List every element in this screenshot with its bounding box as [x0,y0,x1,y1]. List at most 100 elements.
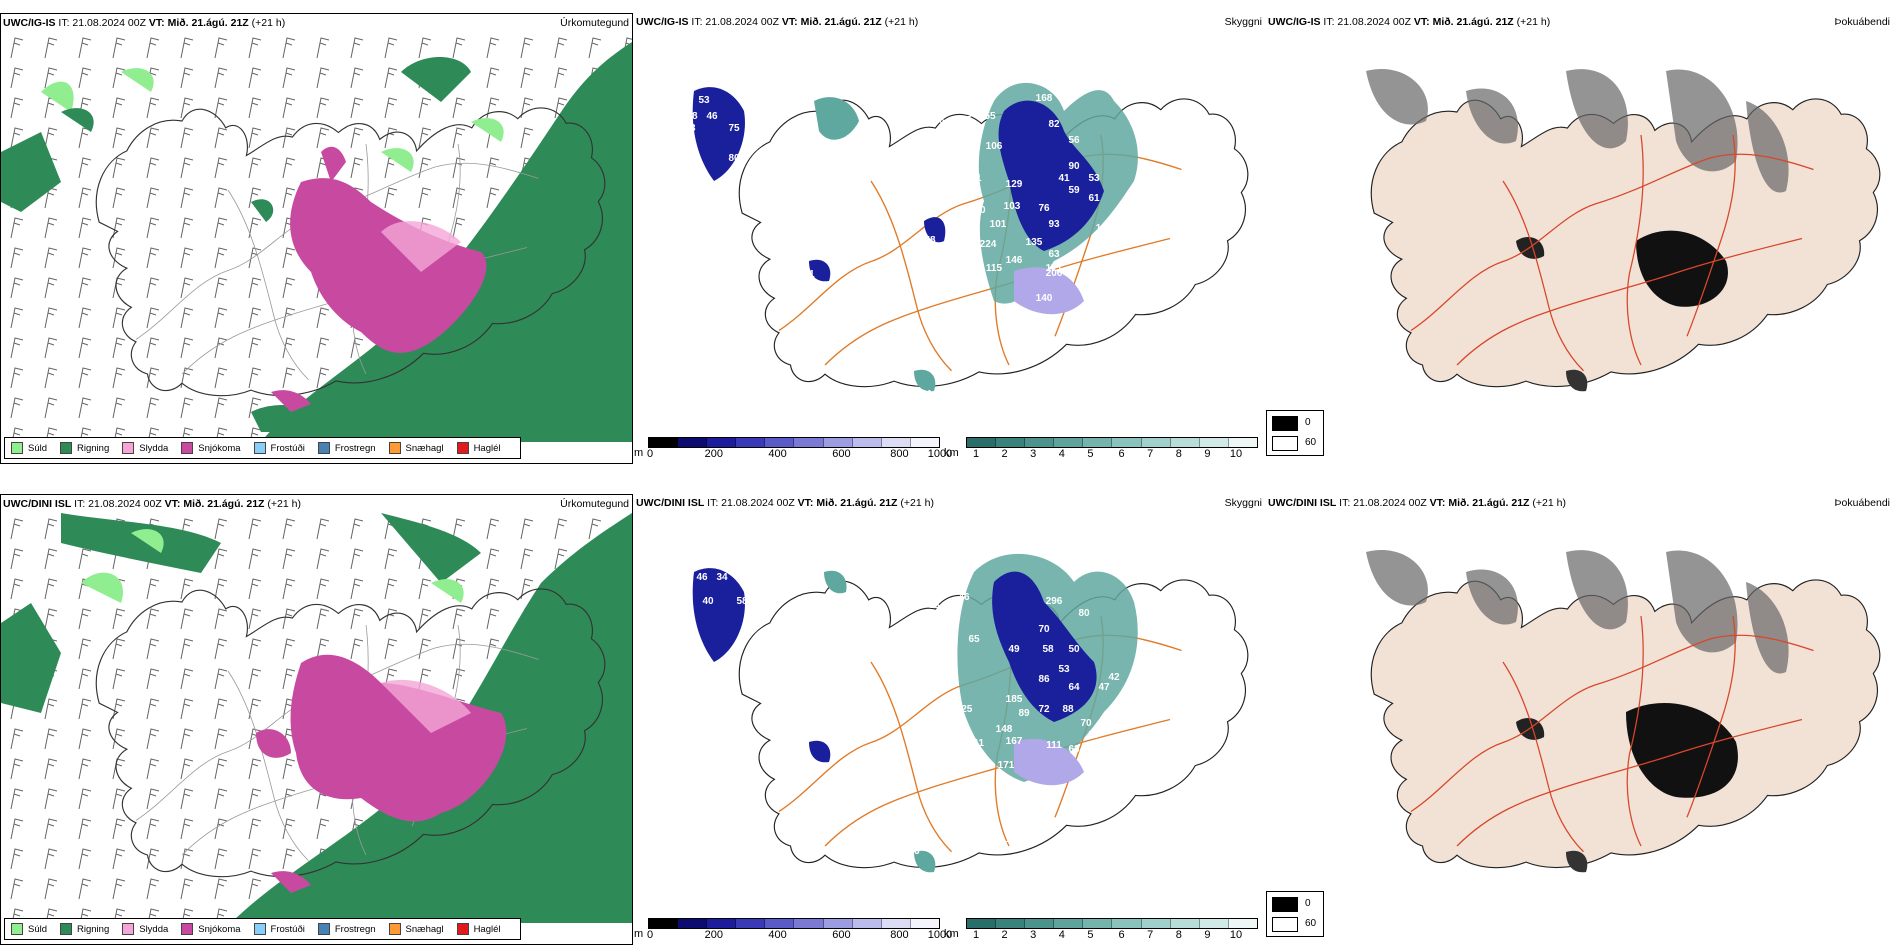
panel-label: Þokuábendi [1834,16,1890,28]
panel-title: UWC/DINI ISL IT: 21.08.2024 00Z VT: Mið.… [3,498,301,510]
cloud-height-label: 90 [1068,161,1080,172]
panel-label: Úrkomutegund [560,17,629,29]
tick: 6 [1118,448,1125,460]
tick: 1 [972,929,980,941]
cloud-panel-bottom: UWC/DINI ISL IT: 21.08.2024 00Z VT: Mið.… [634,494,1268,945]
cloud-height-label: 45 [960,115,972,126]
legend-item: Frostregn [317,923,376,935]
precip-panel-bottom: UWC/DINI ISL IT: 21.08.2024 00Z VT: Mið.… [0,494,633,945]
panel-title: UWC/IG-IS IT: 21.08.2024 00Z VT: Mið. 21… [3,17,286,29]
cloud-height-label: 148 [996,724,1013,735]
legend-item: Súld [11,442,47,454]
tick: 400 [768,448,787,460]
cloud-height-label: 182 [1006,834,1023,845]
fog-legend-label: 60 [1305,437,1317,448]
cloud-height-label: 40 [702,596,714,607]
tick: 5 [1087,929,1094,941]
fog-legend-label: 0 [1305,417,1311,428]
cloud-height-label: 33 [706,556,718,567]
fog-map [1366,550,1881,873]
cloud-height-label: 88 [1062,704,1074,715]
cloud-height-label: 86 [1038,674,1050,685]
tick: 8 [1175,448,1182,460]
cloud-height-label: 80 [728,153,740,164]
precip-panel-top: UWC/IG-IS IT: 21.08.2024 00Z VT: Mið. 21… [0,13,633,464]
cloud-height-label: 48 [686,111,698,122]
precip-legend: Súld Rigning Slydda Snjókoma Frostúði Fr… [4,918,521,940]
cloud-height-label: 206 [1046,268,1063,279]
fog-legend: 0 60 [1266,410,1324,456]
cloud-height-label: 75 [728,123,740,134]
panel-title: UWC/IG-IS IT: 21.08.2024 00Z VT: Mið. 21… [1268,16,1551,28]
cloud-height-label: 135 [1026,237,1043,248]
tick: 200 [704,448,723,460]
cloud-height-label: 167 [1006,736,1023,747]
cloud-height-label: 82 [962,267,974,278]
cloud-height-label: 56 [708,75,720,86]
cloud-height-label: 165 [972,760,989,771]
precip-map [1,513,632,923]
cloud-height-label: 73 [676,111,688,122]
legend-item: Rigning [60,923,109,935]
panel-title: UWC/DINI ISL IT: 21.08.2024 00Z VT: Mið.… [636,497,934,509]
legend-item: Frostregn [317,442,376,454]
cloud-height-label: 58 [736,596,748,607]
cloud-height-label: 34 [716,572,728,583]
height-scale-unit: m [634,928,644,940]
cloud-height-label: 211 [968,738,985,749]
cloud-height-label: 140 [1036,293,1053,304]
tick: 7 [1147,448,1154,460]
cloud-height-label: 53 [698,95,710,106]
cloud-height-label: 89 [1018,708,1030,719]
panel-label: Úrkomutegund [560,498,629,510]
cloud-height-label: 356 [1008,796,1025,807]
cloud-height-label: 65 [968,634,980,645]
cloud-height-label: 46 [958,592,970,603]
cloud-height-label: 53 [1058,664,1070,675]
cloud-height-label: 110 [876,401,893,412]
tick: 10 [1229,929,1243,941]
km-scale-unit: km [944,928,959,940]
legend-item: Súld [11,923,47,935]
cloud-height-label: 41 [1058,173,1070,184]
cloud-height-label: 10 [708,208,720,219]
cloud-height-label: 53 [1088,173,1100,184]
cloud-height-label: 95 [962,225,974,236]
panel-label: Skyggni [1224,497,1262,509]
legend-item: Snjókoma [181,923,241,935]
km-scale: km 1 2 3 4 5 6 7 8 9 10 [944,437,1268,463]
height-scale: m 0 200 400 600 800 1000 [634,918,952,944]
height-scale-unit: m [634,447,644,459]
tick: 5 [1087,448,1094,460]
cloud-height-label: 61 [1008,305,1020,316]
cloud-height-label: 46 [908,846,920,857]
legend-item: Frostúði [253,442,305,454]
cloud-height-label: 129 [1006,179,1023,190]
cloud-height-label: 59 [1068,185,1080,196]
tick: 9 [1204,929,1211,941]
cloud-height-label: 63 [1048,249,1060,260]
panel-title: UWC/DINI ISL IT: 21.08.2024 00Z VT: Mið.… [1268,497,1566,509]
cloud-height-label: 125 [956,704,973,715]
legend-item: Rigning [60,442,109,454]
tick: 1000 [927,929,953,941]
cloud-panel-top: UWC/IG-IS IT: 21.08.2024 00Z VT: Mið. 21… [634,13,1268,464]
tick: 4 [1058,448,1065,460]
cloud-height-label: 46 [706,111,718,122]
cloud-height-label: 71 [970,173,982,184]
cloud-height-label: 87 [968,237,980,248]
panel-label: Þokuábendi [1834,497,1890,509]
cloud-height-label: 296 [1046,596,1063,607]
legend-item: Snæhagl [388,923,444,935]
cloud-height-label: 46 [696,572,708,583]
cloud-height-label: 42 [1108,672,1120,683]
tick: 10 [1229,448,1243,460]
tick: 200 [704,929,723,941]
precip-map [1,32,632,442]
cloud-height-label: 62 [933,173,945,184]
tick: 2 [1001,448,1008,460]
cloud-height-label: 56 [1068,135,1080,146]
cloud-height-label: 62 [723,193,735,204]
legend-item: Snæhagl [388,442,444,454]
